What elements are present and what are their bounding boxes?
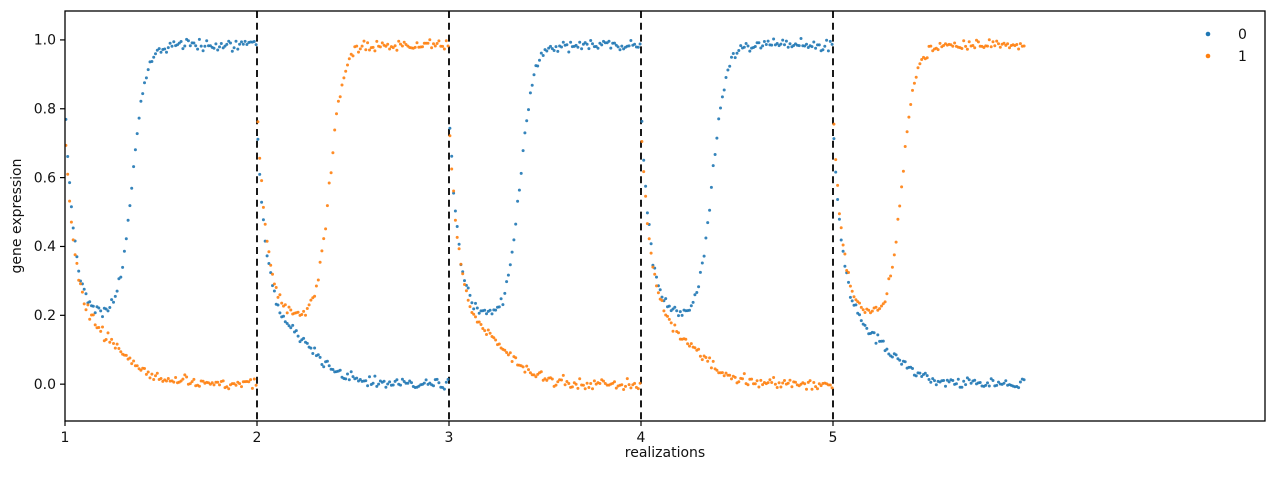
tick-labels: 1 2 3 4 5 0.0 0.2 0.4 0.6 0.8 1.0 bbox=[34, 33, 838, 446]
x-axis-label: realizations bbox=[625, 445, 705, 461]
legend: 0 1 bbox=[1205, 27, 1247, 65]
x-tick-label-3: 3 bbox=[445, 430, 454, 446]
y-tick-label-0.6: 0.6 bbox=[34, 170, 56, 186]
x-tick-label-4: 4 bbox=[637, 430, 646, 446]
x-tick-label-5: 5 bbox=[829, 430, 838, 446]
axes-frame bbox=[60, 10, 1266, 426]
y-tick-label-0.4: 0.4 bbox=[34, 239, 56, 255]
axes-spines bbox=[64, 10, 1266, 422]
series-0-legend-label: 0 bbox=[1238, 27, 1247, 43]
realization-separator-lines bbox=[256, 11, 834, 421]
series-0-legend-marker-icon bbox=[1205, 31, 1211, 37]
x-tick-label-1: 1 bbox=[61, 430, 70, 446]
y-tick-label-0.8: 0.8 bbox=[34, 101, 56, 117]
scatter-points-series-1 bbox=[65, 38, 1026, 391]
scatter-points bbox=[65, 37, 1026, 391]
series-1-legend-label: 1 bbox=[1238, 49, 1247, 65]
y-tick-label-0.0: 0.0 bbox=[34, 377, 56, 393]
y-axis-label: gene expression bbox=[9, 159, 25, 274]
scatter-points-series-0 bbox=[65, 37, 1026, 391]
y-tick-label-1.0: 1.0 bbox=[34, 33, 56, 49]
series-1-legend-marker-icon bbox=[1205, 53, 1211, 59]
y-tick-label-0.2: 0.2 bbox=[34, 308, 56, 324]
x-tick-label-2: 2 bbox=[253, 430, 262, 446]
